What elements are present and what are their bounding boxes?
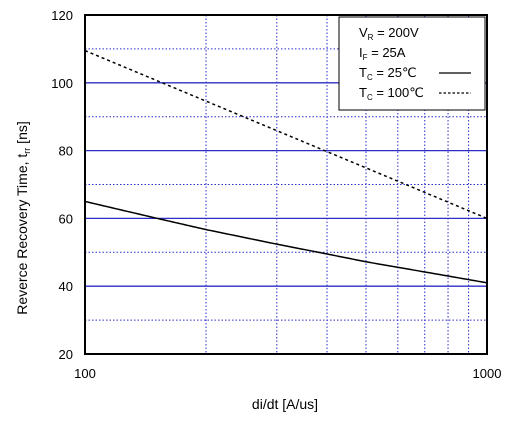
frame-layer: [84, 14, 488, 355]
legend-entry-tc-25: TC = 25℃: [359, 65, 417, 82]
x-axis-label: di/dt [A/us]: [252, 396, 318, 412]
y-axis-label-sub: rr: [22, 148, 32, 154]
y-axis-label-main: Reverce Recovery Time, t: [14, 154, 30, 315]
y-axis-label: Reverce Recovery Time, trr [ns]: [14, 121, 32, 315]
tick-labels: 20 40 60 80 100 120 100 1000: [51, 8, 501, 381]
x-tick-label: 100: [74, 366, 96, 381]
legend-condition-vr: VR = 200V: [359, 25, 419, 42]
y-tick-label: 60: [59, 211, 73, 226]
y-tick-label: 20: [59, 347, 73, 362]
series-layer: [84, 49, 488, 284]
plot-frame: [84, 14, 488, 355]
x-tick-label: 1000: [473, 366, 502, 381]
legend-condition-if: IF = 25A: [359, 45, 406, 62]
legend-box: [338, 16, 486, 111]
y-tick-label: 80: [59, 144, 73, 159]
y-axis-label-unit: [ns]: [14, 121, 30, 147]
legend: VR = 200V IF = 25A TC = 25℃ TC = 100℃: [338, 16, 486, 111]
legend-entry-tc-100: TC = 100℃: [359, 85, 424, 102]
y-tick-label: 100: [51, 76, 73, 91]
y-tick-label: 40: [59, 279, 73, 294]
y-tick-label: 120: [51, 8, 73, 23]
axis-labels: di/dt [A/us] Reverce Recovery Time, trr …: [14, 121, 318, 412]
series-line-tc-25: [84, 200, 488, 284]
series-line-tc-100: [84, 49, 488, 220]
